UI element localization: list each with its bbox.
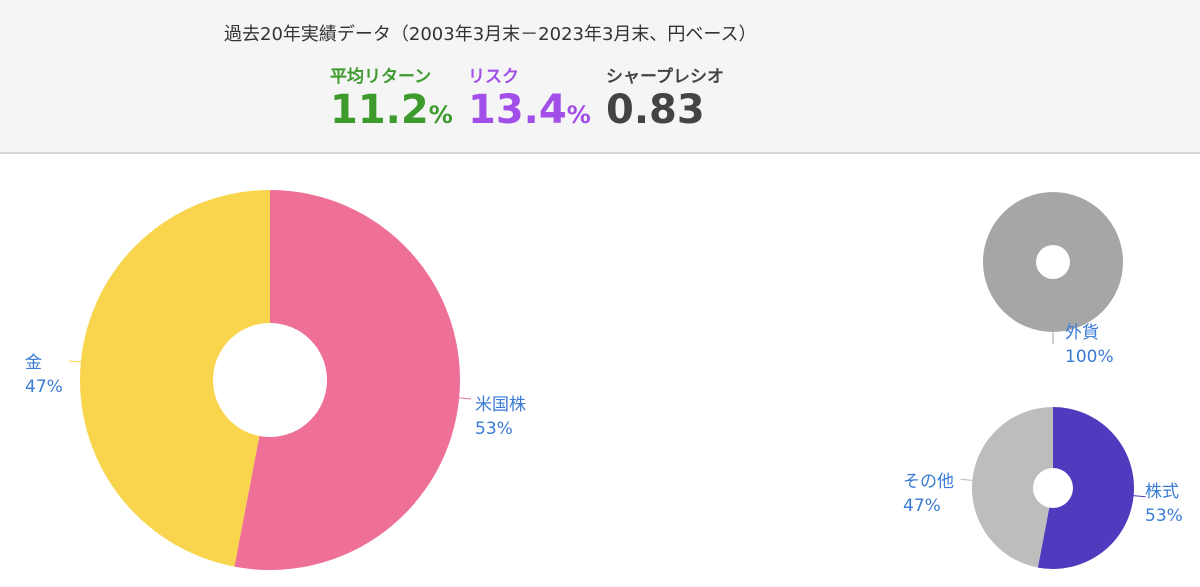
header-title: 過去20年実績データ（2003年3月末－2023年3月末、円ベース） — [224, 24, 757, 45]
pie-slice — [1037, 407, 1135, 569]
slice-label: その他 — [903, 472, 954, 492]
slice-value-label: 100% — [1065, 347, 1114, 367]
stat-value: 11.2 — [330, 87, 429, 133]
slice-label: 外貨 — [1065, 323, 1099, 343]
slice-value-label: 53% — [475, 419, 513, 439]
slice-value-label: 47% — [903, 496, 941, 516]
donut-hole — [1036, 245, 1070, 279]
slice-label: 米国株 — [475, 395, 526, 415]
leader-line — [960, 478, 973, 481]
header: 過去20年実績データ（2003年3月末－2023年3月末、円ベース） 平均リター… — [0, 0, 1200, 154]
stat-unit: % — [428, 101, 453, 129]
leader-line — [459, 397, 472, 400]
stat: 平均リターン 11.2% — [330, 62, 453, 133]
slice-label: 金 — [25, 353, 42, 373]
leader-line — [1133, 495, 1146, 498]
stat-unit: % — [566, 101, 591, 129]
stat-label: 平均リターン — [330, 67, 432, 87]
stat: シャープレシオ 0.83 — [606, 62, 724, 133]
leader-line — [68, 360, 81, 363]
stat-label: リスク — [468, 67, 519, 87]
donut-hole — [1033, 468, 1073, 508]
slice-value-label: 53% — [1145, 506, 1183, 526]
donut-hole — [213, 323, 327, 437]
stat: リスク 13.4% — [468, 62, 591, 133]
slice-label: 株式 — [1145, 482, 1179, 502]
stat-value: 13.4 — [468, 87, 567, 133]
stat-label: シャープレシオ — [606, 67, 724, 87]
slice-value-label: 47% — [25, 377, 63, 397]
stat-value: 0.83 — [606, 87, 705, 133]
pie-slice — [972, 407, 1053, 568]
pie-slice — [79, 190, 270, 567]
pie-slice — [234, 190, 460, 570]
